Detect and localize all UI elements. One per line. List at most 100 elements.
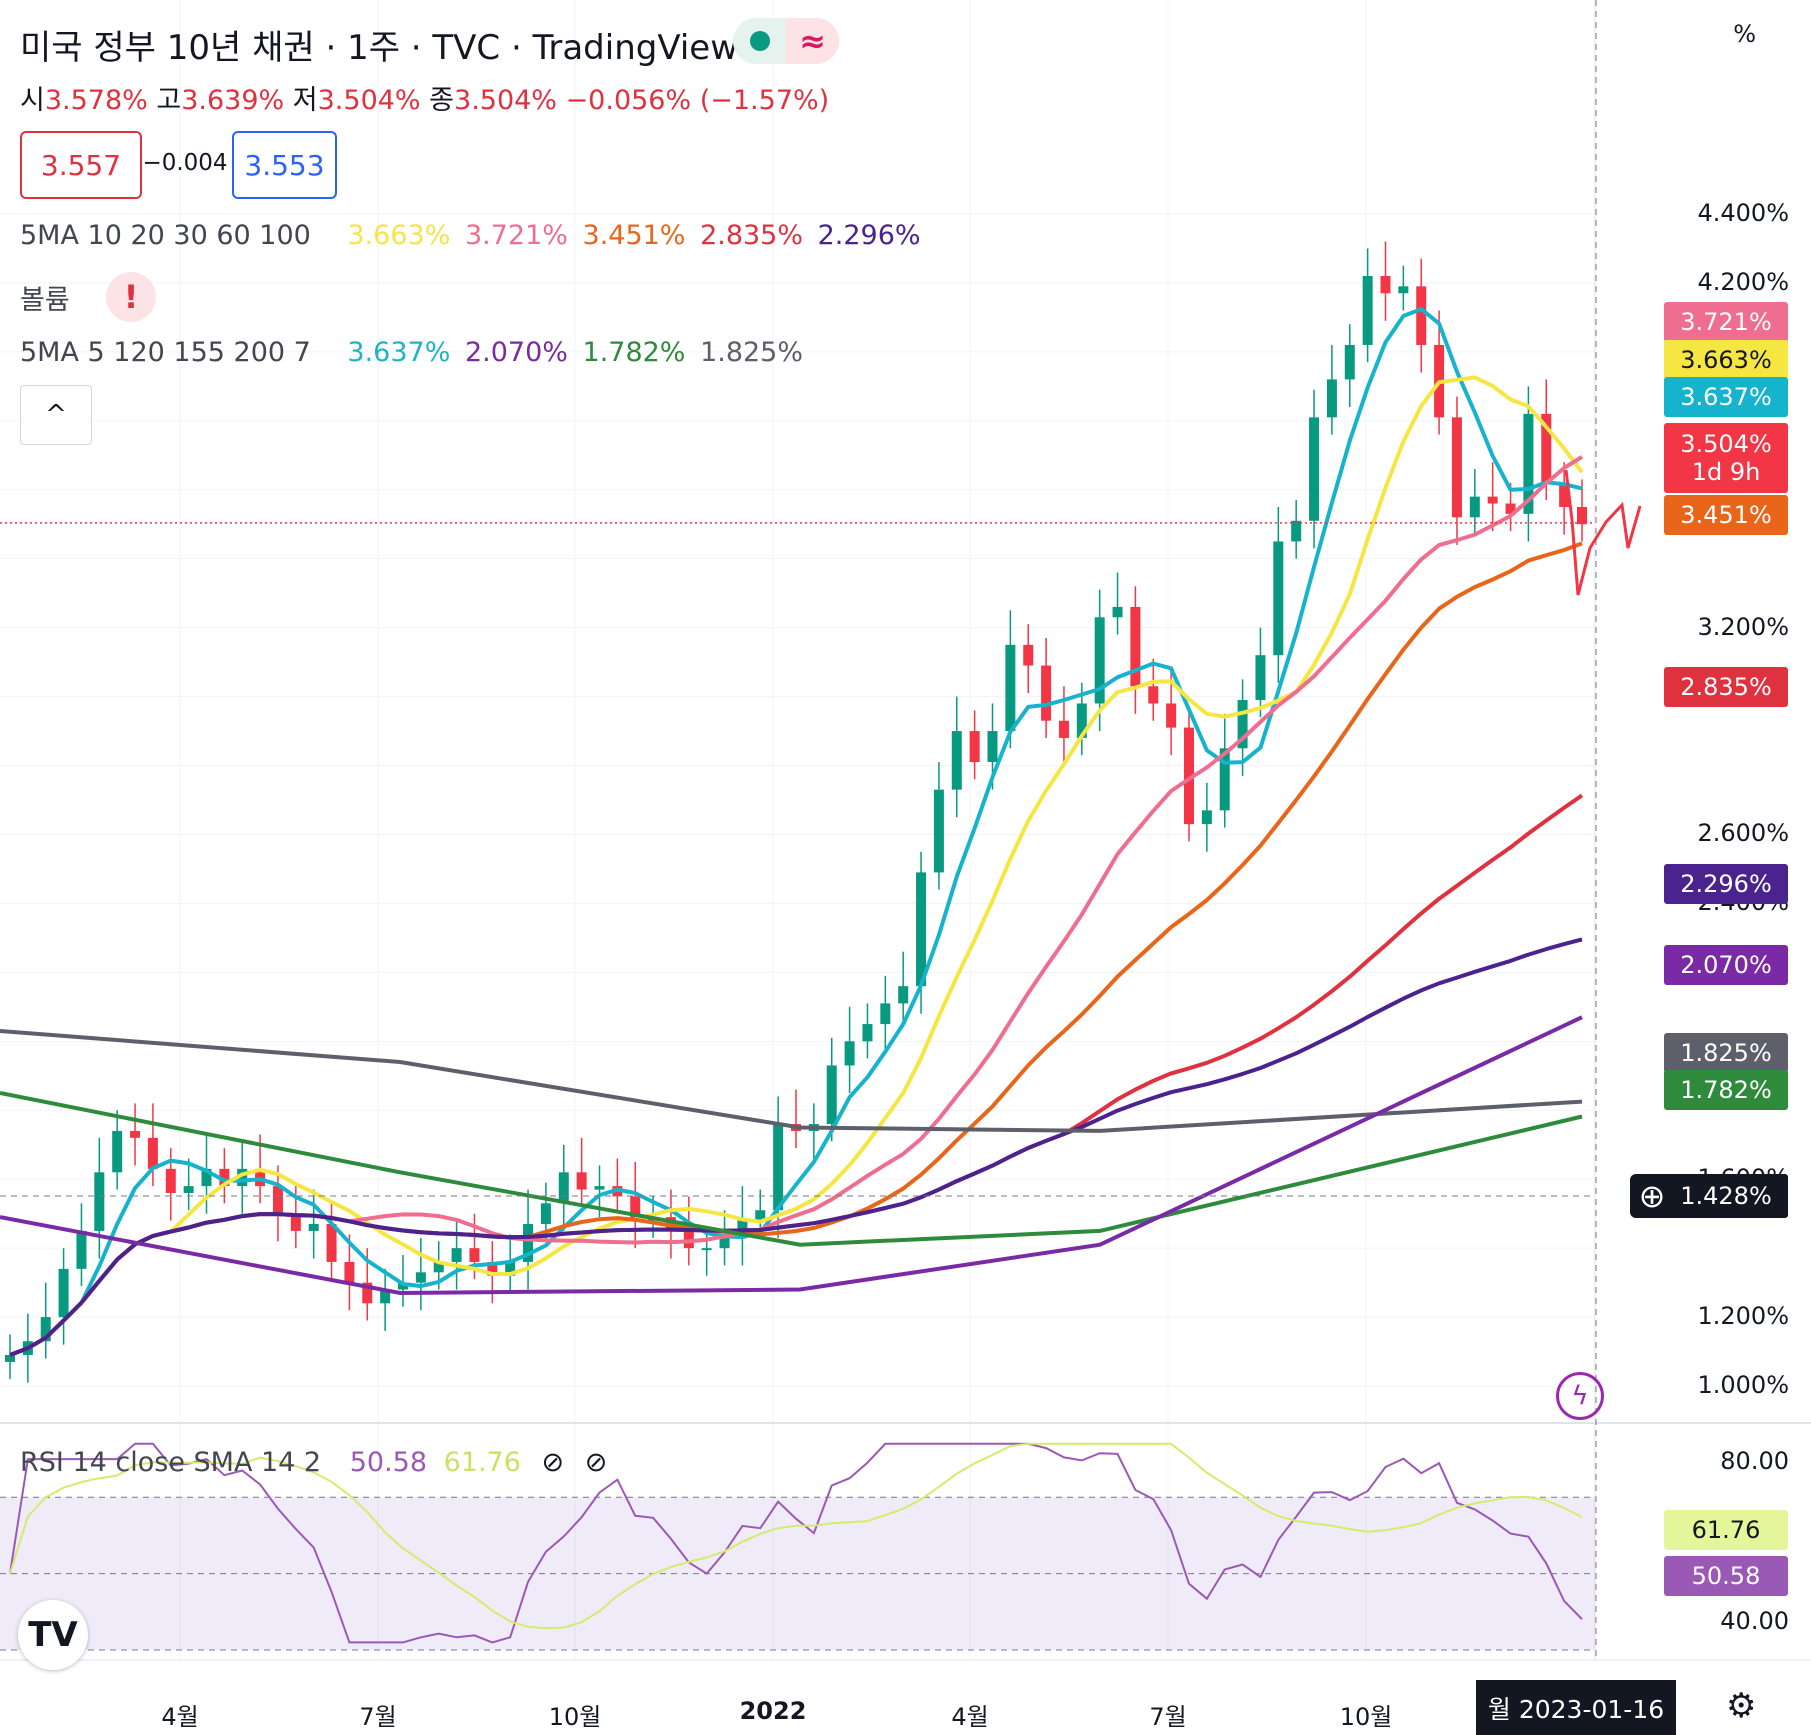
candle-body: [1112, 606, 1123, 618]
candle-body: [147, 1137, 158, 1169]
candle-body: [1041, 665, 1052, 721]
candle-body: [862, 1024, 873, 1042]
candle-body: [1058, 720, 1069, 738]
rsi-value: 50.58: [349, 1447, 428, 1478]
ma30-value: 3.451%: [582, 220, 686, 251]
candle-body: [308, 1224, 319, 1231]
candle-body: [1523, 413, 1534, 514]
ma-legend-2[interactable]: 5MA 5 120 155 200 7 3.637% 2.070% 1.782%…: [20, 337, 804, 368]
candle-body: [916, 872, 927, 987]
candle-body: [94, 1172, 105, 1231]
lightning-icon[interactable]: ϟ: [1556, 1372, 1604, 1420]
x-axis-tick: 10월: [548, 1703, 602, 1731]
rsi-scale-label: 50.58: [1664, 1556, 1788, 1596]
ma-line-200: [0, 1029, 1583, 1133]
tradingview-logo[interactable]: TV: [18, 1600, 88, 1670]
candle-body: [826, 1065, 837, 1125]
candle-body: [344, 1261, 355, 1283]
buy-button[interactable]: 3.553: [232, 131, 337, 199]
price-scale-label: 3.451%: [1664, 495, 1788, 535]
rsi-sma-line: [9, 1442, 1583, 1630]
hide-icon-2[interactable]: ⊘: [584, 1447, 608, 1478]
candle-body: [58, 1268, 69, 1318]
candle-body: [505, 1261, 516, 1276]
candle-body: [415, 1272, 426, 1283]
candle-body: [1487, 496, 1498, 504]
collapse-legend-button[interactable]: ^: [20, 385, 92, 445]
candle-body: [880, 1003, 891, 1025]
candle-body: [933, 789, 944, 873]
volume-legend[interactable]: 볼륨: [20, 285, 70, 316]
ma200-value: 1.825%: [700, 337, 804, 368]
ma10-value: 3.663%: [347, 220, 451, 251]
ma-line-155: [0, 1091, 1583, 1247]
x-axis-tick: 7월: [1149, 1703, 1187, 1731]
candle-body: [1380, 276, 1391, 294]
y-axis-tick: 4.400%: [1697, 198, 1789, 227]
candle-body: [1309, 417, 1320, 521]
candle-body: [951, 731, 962, 790]
candle-body: [1184, 727, 1194, 825]
rsi-scale-label: 61.76: [1664, 1510, 1788, 1550]
candle-body: [451, 1248, 462, 1262]
ma120-value: 2.070%: [464, 337, 568, 368]
candle-body: [1148, 686, 1159, 704]
candle-body: [630, 1196, 641, 1221]
y-axis-tick: 4.200%: [1697, 267, 1789, 296]
axis-unit: %: [1733, 20, 1756, 48]
ma100-value: 2.296%: [817, 220, 921, 251]
candle-body: [558, 1172, 569, 1204]
spread-value: −0.004: [142, 150, 228, 176]
candle-body: [755, 1210, 766, 1221]
candle-body: [773, 1124, 784, 1211]
ohlc-legend: 시3.578% 고3.639% 저3.504% 종3.504% −0.056% …: [20, 85, 830, 116]
candle-body: [219, 1168, 230, 1187]
candle-body: [1201, 810, 1212, 825]
price-scale-label: 3.721%: [1664, 302, 1788, 342]
candle-body: [272, 1186, 283, 1214]
x-axis-tick: 4월: [951, 1703, 989, 1731]
ma155-value: 1.782%: [582, 337, 686, 368]
ma-line-5: [9, 307, 1583, 1357]
price-scale-label: 1.825%: [1664, 1033, 1788, 1073]
cursor-price-label: 1.428%: [1664, 1174, 1788, 1218]
candle-body: [1023, 644, 1034, 666]
ma-line-20: [9, 455, 1584, 1357]
ma-legend-1[interactable]: 5MA 10 20 30 60 100 3.663% 3.721% 3.451%…: [20, 220, 921, 251]
candle-body: [1237, 700, 1248, 749]
x-axis-tick: 4월: [161, 1703, 199, 1731]
warning-icon[interactable]: !: [106, 272, 156, 322]
candle-body: [1130, 606, 1141, 687]
candle-body: [1451, 417, 1462, 518]
candle-body: [398, 1282, 408, 1290]
rsi-legend[interactable]: RSI 14 close SMA 14 2 50.58 61.76 ⊘ ⊘: [20, 1447, 608, 1478]
candle-body: [1005, 644, 1016, 732]
candle-body: [290, 1213, 301, 1231]
candle-body: [969, 731, 980, 763]
hide-icon[interactable]: ⊘: [541, 1447, 565, 1478]
market-open-icon: [733, 18, 786, 64]
candle-body: [1273, 541, 1284, 656]
price-scale-label: 3.504% 1d 9h: [1664, 423, 1788, 493]
market-status-toggle[interactable]: ≈: [733, 18, 839, 64]
candle-body: [201, 1168, 212, 1187]
candle-body: [165, 1168, 176, 1193]
candle-body: [1398, 286, 1409, 294]
candle-body: [1505, 503, 1516, 514]
candle-body: [40, 1317, 51, 1342]
ma-line-100: [9, 937, 1583, 1357]
price-scale-label: 3.663%: [1664, 340, 1788, 380]
ma-line-120: [0, 1015, 1583, 1296]
settings-gear-icon[interactable]: ⚙: [1726, 1686, 1757, 1726]
x-axis-tick: 10월: [1339, 1703, 1393, 1731]
candle-body: [237, 1168, 248, 1187]
price-scale-label: 3.637%: [1664, 377, 1788, 417]
cursor-date-label: 월 2023-01-16: [1476, 1680, 1676, 1735]
ma20-value: 3.721%: [464, 220, 568, 251]
candle-body: [1577, 506, 1587, 525]
candle-body: [1416, 286, 1427, 345]
candle-body: [487, 1261, 498, 1276]
sell-button[interactable]: 3.557: [20, 131, 142, 199]
candle-body: [701, 1248, 712, 1251]
